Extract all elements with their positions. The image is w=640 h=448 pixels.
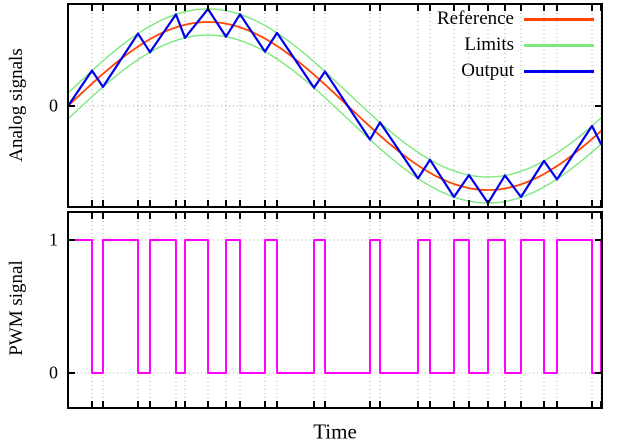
legend-label-limits: Limits — [464, 34, 514, 55]
legend-entry-output: Output — [437, 59, 594, 83]
legend: Reference Limits Output — [437, 7, 594, 83]
pwm-ytick-zero: 0 — [49, 362, 58, 383]
legend-line-reference-icon — [524, 17, 594, 21]
legend-line-limits-icon — [524, 43, 594, 47]
legend-entry-reference: Reference — [437, 7, 594, 31]
legend-line-output-icon — [524, 69, 594, 73]
legend-label-reference: Reference — [437, 8, 514, 29]
x-axis-label: Time — [313, 419, 357, 444]
pwm-ytick-one: 1 — [49, 229, 58, 250]
legend-label-output: Output — [461, 60, 514, 81]
legend-entry-limits: Limits — [437, 33, 594, 57]
analog-panel-ylabel: Analog signals — [6, 48, 27, 162]
analog-ytick-zero: 0 — [49, 95, 58, 116]
pwm-panel-ylabel: PWM signal — [6, 260, 27, 356]
